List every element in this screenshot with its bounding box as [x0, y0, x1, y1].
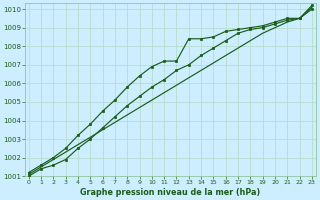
X-axis label: Graphe pression niveau de la mer (hPa): Graphe pression niveau de la mer (hPa) — [80, 188, 260, 197]
